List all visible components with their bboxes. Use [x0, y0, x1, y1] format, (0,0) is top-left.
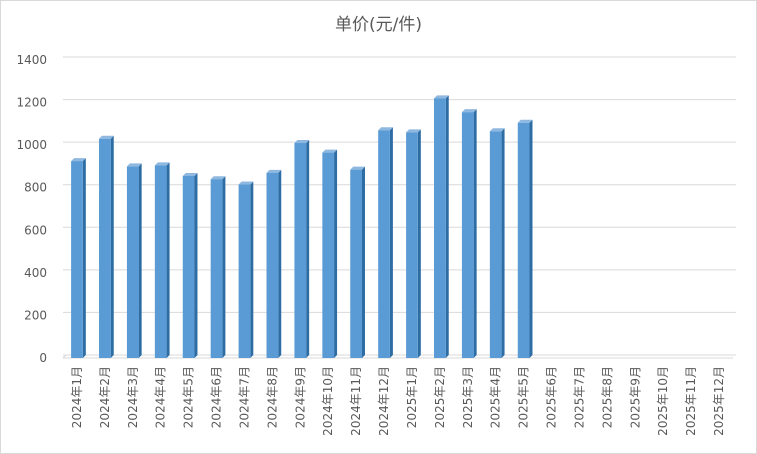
bar: [154, 165, 167, 358]
bar-side: [138, 163, 142, 358]
x-tick-label: 2025年3月: [461, 366, 475, 428]
y-tick-label: 200: [24, 308, 47, 322]
bar-top: [461, 109, 477, 113]
bar-side: [361, 166, 365, 358]
x-tick-label: 2025年12月: [712, 366, 726, 436]
bar: [489, 131, 502, 358]
chart-title: 单价(元/件): [335, 15, 422, 35]
bar: [434, 98, 446, 359]
bar: [322, 152, 335, 358]
bar-top: [182, 173, 198, 177]
x-tick-label: 2024年7月: [237, 366, 251, 428]
x-tick-label: 2024年4月: [154, 366, 168, 428]
x-tick-label: 2024年5月: [182, 366, 196, 428]
bar-side: [278, 169, 282, 358]
bar: [238, 184, 251, 358]
bar-side: [194, 173, 198, 358]
x-tick-label: 2024年2月: [98, 366, 112, 428]
x-tick-label: 2024年1月: [70, 366, 84, 428]
x-tick-label: 2025年4月: [489, 366, 503, 428]
x-tick-label: 2024年8月: [265, 366, 279, 428]
bar-side: [389, 127, 393, 358]
bar-side: [222, 176, 226, 358]
y-tick-label: 1000: [16, 138, 47, 152]
x-tick-label: 2024年6月: [210, 366, 224, 428]
bar: [71, 161, 83, 358]
bar: [461, 112, 474, 359]
bar-top: [126, 163, 142, 167]
bar-top: [322, 149, 338, 153]
bar-side: [529, 119, 533, 359]
bar-side: [110, 135, 114, 358]
bar: [294, 143, 307, 358]
bar-top: [266, 169, 282, 173]
x-tick-label: 2024年12月: [377, 366, 391, 436]
y-tick-label: 0: [39, 351, 47, 365]
y-tick-label: 400: [24, 266, 47, 280]
bar-top: [238, 181, 254, 185]
x-tick-label: 2025年8月: [600, 366, 614, 428]
x-tick-label: 2024年3月: [126, 366, 140, 428]
bar-top: [99, 135, 114, 139]
x-tick-label: 2024年11月: [349, 366, 363, 436]
bar: [517, 122, 530, 359]
bar-top: [294, 140, 310, 144]
bar-top: [517, 119, 533, 123]
x-tick-label: 2025年5月: [517, 366, 531, 428]
bar-side: [501, 128, 505, 358]
bar-top: [489, 128, 505, 132]
bar-top: [71, 158, 86, 162]
bar-side: [334, 149, 338, 358]
bar-side: [445, 95, 449, 359]
x-tick-label: 2025年2月: [433, 366, 447, 428]
x-tick-label: 2025年6月: [545, 366, 559, 428]
bar: [210, 179, 223, 358]
bar: [406, 132, 418, 358]
y-tick-label: 800: [24, 181, 47, 195]
x-tick-label: 2025年7月: [572, 366, 586, 428]
x-tick-label: 2024年10月: [321, 366, 335, 436]
bar-top: [406, 129, 421, 133]
x-tick-label: 2024年9月: [293, 366, 307, 428]
bar-side: [166, 162, 170, 358]
bar-side: [250, 181, 254, 358]
bar-side: [82, 158, 86, 358]
bar-top: [434, 95, 449, 99]
x-tick-label: 2025年10月: [656, 366, 670, 436]
bar: [266, 172, 279, 358]
bar: [99, 138, 111, 358]
bar-side: [473, 109, 477, 359]
x-tick-label: 2025年11月: [684, 366, 698, 436]
bar-top: [350, 166, 365, 170]
y-tick-label: 1400: [16, 53, 47, 67]
bar-top: [210, 176, 226, 180]
x-tick-label: 2025年9月: [628, 366, 642, 428]
bar: [378, 130, 390, 358]
bar-top: [378, 127, 393, 131]
y-tick-label: 1200: [16, 96, 47, 110]
bar: [126, 166, 139, 358]
bar-side: [417, 129, 421, 358]
bar-top: [154, 162, 170, 166]
x-tick-label: 2025年1月: [405, 366, 419, 428]
bar: [350, 169, 362, 358]
bar-side: [306, 140, 310, 358]
bar: [182, 176, 195, 358]
y-tick-label: 600: [24, 223, 47, 237]
